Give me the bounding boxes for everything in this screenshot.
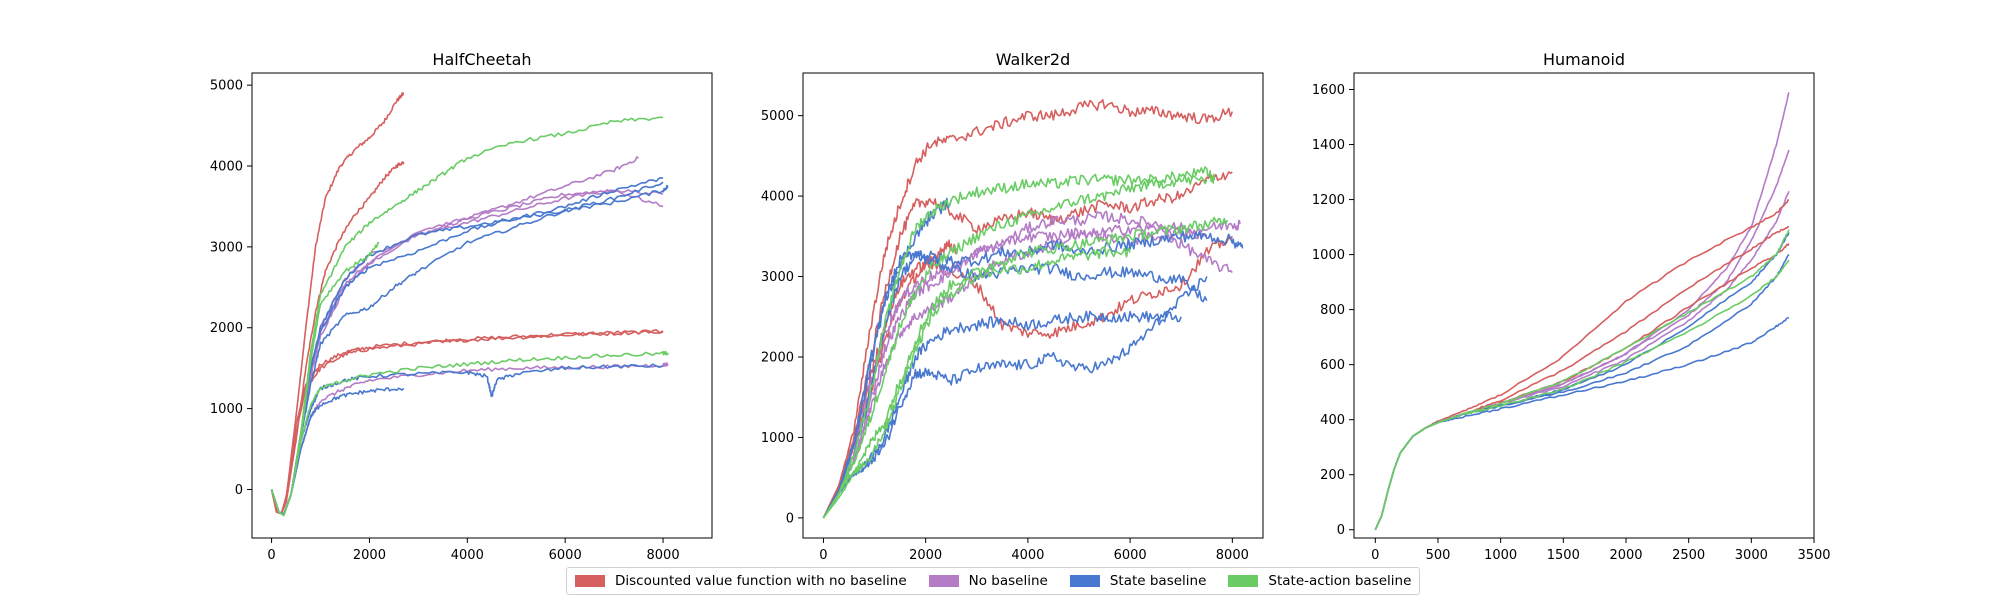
y-tick-label: 0: [1337, 523, 1345, 538]
x-tick-label: 4000: [1011, 548, 1044, 563]
y-tick-label: 1600: [1312, 83, 1345, 98]
series-line: [822, 166, 1216, 519]
legend-swatch: [1069, 575, 1100, 587]
series-line: [822, 99, 1234, 519]
legend: Discounted value function with no baseli…: [566, 567, 1421, 595]
x-tick-label: 0: [1371, 548, 1379, 563]
plot-frame: [802, 72, 1264, 539]
series-line: [270, 328, 664, 515]
y-tick-label: 200: [1320, 468, 1345, 483]
legend-swatch: [928, 575, 959, 587]
x-tick-label: 2000: [909, 548, 942, 563]
y-tick-label: 2000: [761, 350, 794, 365]
x-tick-label: 2000: [353, 548, 386, 563]
series-line: [822, 222, 1233, 519]
y-tick-label: 1000: [1312, 248, 1345, 263]
legend-label: No baseline: [968, 573, 1048, 589]
y-tick-label: 3000: [210, 240, 243, 255]
series-line: [270, 189, 664, 515]
x-tick-label: 500: [1426, 548, 1451, 563]
series-line: [1374, 254, 1790, 531]
chart-title: HalfCheetah: [432, 50, 531, 69]
series-line: [270, 363, 664, 516]
legend-label: State-action baseline: [1268, 573, 1412, 589]
legend-label: Discounted value function with no baseli…: [615, 573, 907, 589]
series-line: [822, 246, 1131, 519]
series-line: [822, 197, 952, 519]
y-tick-label: 1200: [1312, 193, 1345, 208]
legend-item: State-action baseline: [1228, 573, 1411, 589]
x-tick-label: 6000: [1114, 548, 1147, 563]
y-tick-label: 800: [1320, 303, 1345, 318]
y-tick-label: 0: [786, 511, 794, 526]
x-tick-label: 1500: [1547, 548, 1580, 563]
y-tick-label: 5000: [761, 109, 794, 124]
legend-swatch: [575, 575, 605, 587]
legend-item: No baseline: [928, 573, 1048, 589]
series-line: [1374, 92, 1790, 531]
x-tick-label: 2500: [1672, 548, 1705, 563]
series-line: [1374, 259, 1790, 531]
plot-frame: [251, 72, 713, 539]
plot-frame: [1353, 72, 1815, 539]
x-tick-label: 6000: [549, 548, 582, 563]
legend-swatch: [1228, 575, 1259, 587]
chart-title: Walker2d: [996, 50, 1071, 69]
y-tick-label: 4000: [761, 190, 794, 205]
series-line: [270, 188, 664, 515]
x-tick-label: 8000: [647, 548, 680, 563]
y-tick-label: 400: [1320, 413, 1345, 428]
x-tick-label: 3000: [1735, 548, 1768, 563]
y-tick-label: 1400: [1312, 138, 1345, 153]
x-tick-label: 2000: [1609, 548, 1642, 563]
series-line: [822, 310, 1182, 519]
series-line: [270, 242, 380, 517]
series-line: [822, 251, 1208, 519]
y-tick-label: 2000: [210, 321, 243, 336]
y-tick-label: 5000: [210, 79, 243, 94]
series-line: [270, 350, 669, 517]
y-tick-label: 1000: [210, 402, 243, 417]
series-line: [1374, 198, 1790, 531]
chart-title: Humanoid: [1543, 50, 1625, 69]
y-tick-label: 4000: [210, 160, 243, 175]
x-tick-label: 3500: [1797, 548, 1830, 563]
chart-humanoid: 0 500 1000 1500 2000 2500 3000 3500 0 200 400 600 80…: [1312, 50, 1831, 563]
y-tick-label: 1000: [761, 431, 794, 446]
legend-label: State baseline: [1109, 573, 1207, 589]
legend-item: State baseline: [1069, 573, 1207, 589]
chart-walker2d: 0 2000 4000 6000 8000 0 1000 2000 3000 4000 5000 Wa…: [761, 50, 1264, 563]
x-tick-label: 0: [819, 548, 827, 563]
x-tick-label: 1000: [1484, 548, 1517, 563]
x-tick-label: 8000: [1216, 548, 1249, 563]
series-line: [1374, 191, 1790, 531]
series-line: [270, 184, 669, 516]
y-tick-label: 3000: [761, 270, 794, 285]
series-line: [270, 329, 664, 515]
y-tick-label: 600: [1320, 358, 1345, 373]
series-line: [822, 174, 1208, 519]
x-tick-label: 0: [267, 548, 275, 563]
legend-item: Discounted value function with no baseli…: [575, 573, 907, 589]
x-tick-label: 4000: [451, 548, 484, 563]
chart-halfcheetah: 0 2000 4000 6000 8000 0 1000 2000 3000 4000 5000 Ha…: [210, 50, 713, 563]
y-tick-label: 0: [235, 483, 243, 498]
series-line: [822, 216, 1228, 519]
series-line: [822, 235, 1233, 519]
series-line: [1374, 229, 1790, 531]
